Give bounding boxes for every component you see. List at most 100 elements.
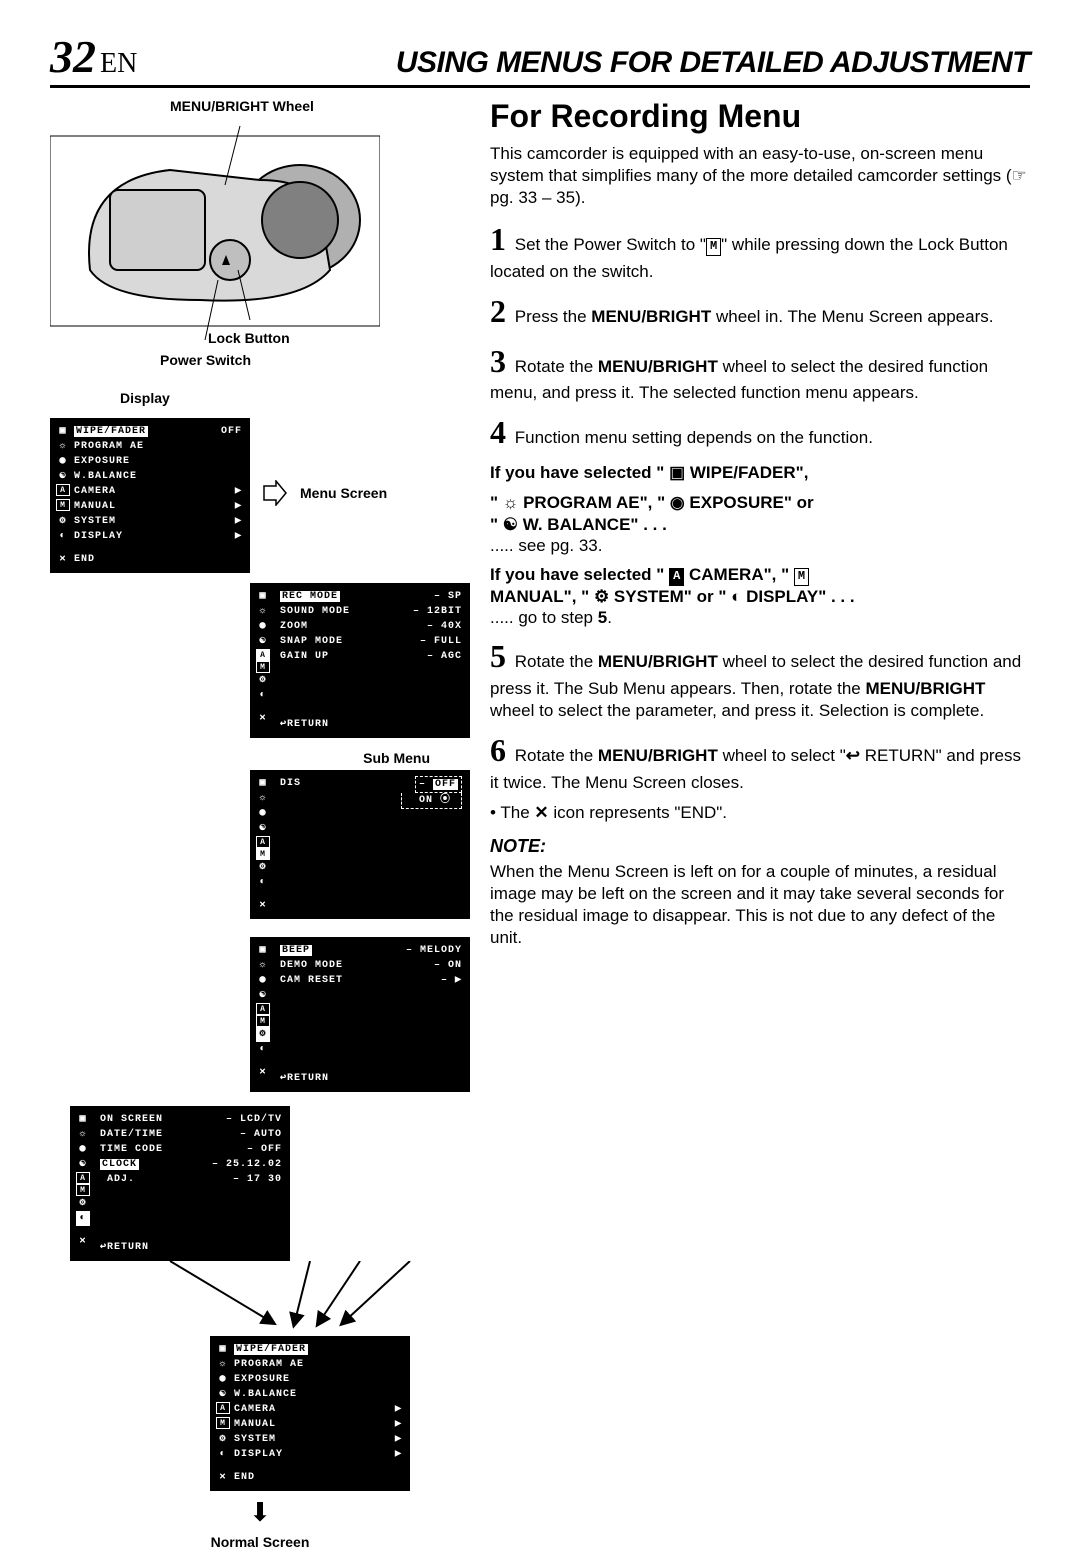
menu-row-suffix: ▶ (235, 529, 242, 544)
selection-1-line1: If you have selected " ▣ WIPE/FADER", (490, 462, 1030, 484)
menu-row-label: GAIN UP (280, 649, 329, 664)
end-label: END (74, 552, 95, 567)
menu-row-label: EXPOSURE (234, 1372, 290, 1387)
menu-row: SOUND MODE– 12BIT (280, 604, 462, 619)
label-sub-menu: Sub Menu (190, 750, 430, 766)
label-normal-screen: Normal Screen (50, 1534, 470, 1550)
menu-row: CLOCK – 25.12.02 (100, 1157, 282, 1172)
submenu-label: DIS (280, 776, 301, 793)
menu-row: ◉EXPOSURE (56, 454, 242, 469)
step3-bold: MENU/BRIGHT (598, 357, 718, 376)
menu-side-icon: M (256, 661, 270, 673)
end-icon: ✕ (256, 711, 270, 726)
menu-row: ZOOM– 40X (280, 619, 462, 634)
menu-row-label: TIME CODE (100, 1142, 163, 1157)
menu-row-value: – SP (434, 589, 462, 604)
menu-row-value: – LCD/TV (226, 1112, 282, 1127)
menu-row-label: DISPLAY (74, 529, 123, 544)
menu-row-label: CLOCK (100, 1157, 139, 1172)
menu-side-icon: ◐ (256, 688, 270, 703)
end-label: END (234, 1470, 255, 1485)
menu-row-suffix: ▶ (235, 514, 242, 529)
camcorder-diagram: Lock Button Power Switch (50, 120, 470, 370)
menu-row-label: ON SCREEN (100, 1112, 163, 1127)
note-body: When the Menu Screen is left on for a co… (490, 861, 1030, 949)
menu-side-icon: ⚙ (256, 1027, 270, 1042)
step-number-2: 2 (490, 293, 506, 329)
sel2-dots-c: . (607, 608, 612, 627)
step-6: 6 Rotate the MENU/BRIGHT wheel to select… (490, 730, 1030, 794)
menu-row: DEMO MODE– ON (280, 958, 462, 973)
menu-row-value: – ON (434, 958, 462, 973)
return-label: RETURN (107, 1240, 149, 1255)
menu-side-icon: ☼ (76, 1127, 90, 1142)
menu-row: ☼PROGRAM AE (216, 1357, 402, 1372)
step-number-3: 3 (490, 343, 506, 379)
menu-row-icon: ◉ (216, 1372, 230, 1387)
page-number: 32 (50, 31, 96, 82)
step-6-bullet: • The ✕ icon represents "END". (490, 802, 1030, 824)
menu-row-icon: ☼ (216, 1357, 230, 1372)
page-number-block: 32EN (50, 30, 137, 83)
label-menu-wheel: MENU/BRIGHT Wheel (170, 98, 470, 114)
step2-bold: MENU/BRIGHT (591, 307, 711, 326)
submenu-on: ON ⦿ (401, 793, 462, 809)
menu-row-label: WIPE/FADER (234, 1342, 308, 1357)
menu-row-label: MANUAL (234, 1417, 276, 1432)
menu-side-icon: A (256, 649, 270, 661)
menu-side-icon: ⚙ (76, 1196, 90, 1211)
return-icon: ↩ (280, 717, 287, 732)
selection-2-line1: If you have selected " A CAMERA", " M (490, 564, 1030, 586)
menu-side-icon: ☯ (256, 988, 270, 1003)
menu-side-icon: ☯ (256, 821, 270, 836)
menu-row-label: PROGRAM AE (74, 439, 144, 454)
step2-a: Press the (515, 307, 592, 326)
menu-row-label: SOUND MODE (280, 604, 350, 619)
page-lang: EN (100, 48, 137, 79)
menu-row: MMANUAL▶ (56, 499, 242, 514)
end-x-icon: ✕ (534, 803, 548, 822)
menu-side-icon: A (256, 836, 270, 848)
step-5: 5 Rotate the MENU/BRIGHT wheel to select… (490, 636, 1030, 722)
label-display: Display (120, 390, 470, 406)
menu-row: ACAMERA▶ (216, 1402, 402, 1417)
menu-side-icon: M (256, 1015, 270, 1027)
step6-a: Rotate the (515, 746, 598, 765)
selection-1-line2: " ☼ PROGRAM AE", " ◉ EXPOSURE" or (490, 492, 1030, 514)
menu-side-icon: ◉ (256, 973, 270, 988)
menu-row-label: CAM RESET (280, 973, 343, 988)
menu-side-icon: ☯ (76, 1157, 90, 1172)
intro-text: This camcorder is equipped with an easy-… (490, 143, 1030, 209)
label-menu-screen: Menu Screen (300, 485, 387, 501)
menu-row-icon: ▣ (56, 424, 70, 439)
menu-row: REC MODE– SP (280, 589, 462, 604)
menu-side-icon: ◐ (256, 1042, 270, 1057)
menu-end-row: ✕ END (216, 1470, 402, 1485)
step1-a: Set the Power Switch to " (515, 235, 706, 254)
menu-side-icon: A (256, 1003, 270, 1015)
step5-bold: MENU/BRIGHT (598, 652, 718, 671)
sel2-b: CAMERA", " (684, 565, 794, 584)
menu-row-suffix: ▶ (235, 499, 242, 514)
menu-row-label: SYSTEM (74, 514, 116, 529)
menu-row-value: – 17 30 (233, 1172, 282, 1187)
page-ref-icon: ☞ (1012, 166, 1027, 185)
menu-side-icon: ◐ (256, 875, 270, 890)
menu-row-value: – AGC (427, 649, 462, 664)
menu-side-icon: ⚙ (256, 860, 270, 875)
menu-row: ◐DISPLAY▶ (56, 529, 242, 544)
menu-row: ☼PROGRAM AE (56, 439, 242, 454)
menu-row-label: W.BALANCE (74, 469, 137, 484)
end-icon: ✕ (216, 1470, 230, 1485)
end-icon: ✕ (256, 898, 270, 913)
menu-row-value: – 40X (427, 619, 462, 634)
menu-side-icon: M (76, 1184, 90, 1196)
menu-row: ⚙SYSTEM▶ (56, 514, 242, 529)
menu-row-value: – 25.12.02 (212, 1157, 282, 1172)
section-title: For Recording Menu (490, 98, 1030, 135)
menu-side-icon: ☯ (256, 634, 270, 649)
step6-b: wheel to select " (718, 746, 846, 765)
sel2-a: If you have selected " (490, 565, 669, 584)
menu-row: CAM RESET– ▶ (280, 973, 462, 988)
menu-row-value: – AUTO (240, 1127, 282, 1142)
